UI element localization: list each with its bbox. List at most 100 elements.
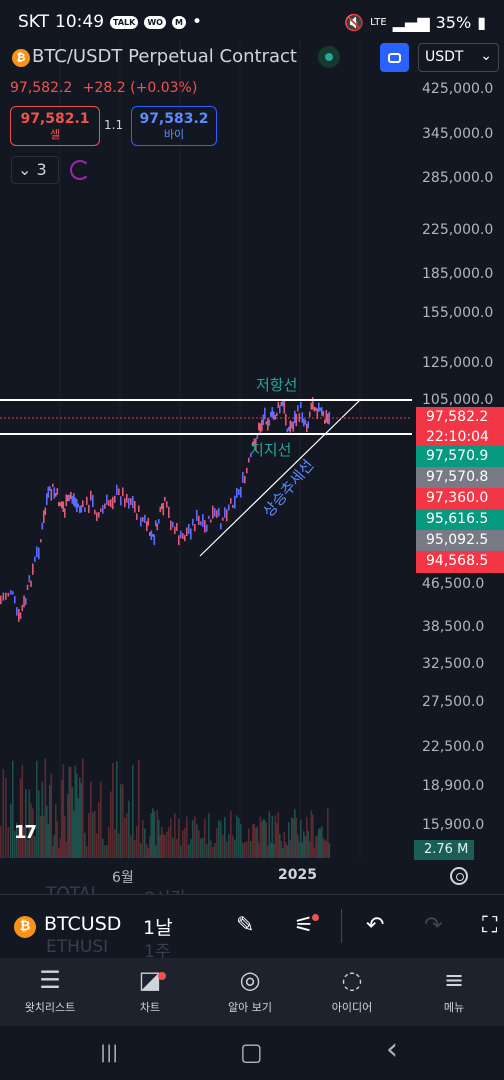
countdown-tag: 22:10:04 [416, 427, 504, 447]
recent-apps-icon[interactable]: ||| [100, 1042, 119, 1063]
market-open-icon[interactable] [318, 46, 340, 68]
currency-select[interactable]: USDT ⌄ [418, 43, 499, 72]
candle [68, 494, 71, 502]
indicators-toggle[interactable]: ⌄ 3 [11, 156, 59, 184]
toolbar-divider [341, 909, 342, 943]
nav-watchlist[interactable]: ☰ 왓치리스트 [0, 966, 100, 1015]
symbol-title[interactable]: BTC/USDT Perpetual Contract [32, 46, 297, 67]
volume-bar [128, 800, 130, 858]
candle [289, 420, 292, 433]
volume-bar [300, 819, 302, 858]
volume-bar [49, 785, 51, 858]
candle [265, 421, 268, 425]
price-axis-label: 32,500.0 [422, 656, 485, 672]
price-axis-label: 38,500.0 [422, 619, 485, 635]
candle [136, 513, 138, 520]
volume-bar [112, 762, 114, 858]
undo-icon[interactable]: ↶ [366, 913, 385, 938]
drawing-tools-icon[interactable]: ✎ [236, 913, 255, 938]
sell-button[interactable]: 97,582.1 셀 [10, 106, 100, 146]
volume-bar [319, 828, 322, 858]
indicator-refresh-icon[interactable] [70, 160, 90, 180]
candle [144, 514, 146, 524]
candle [14, 595, 16, 604]
candle [248, 457, 250, 463]
volume-bar [316, 835, 319, 858]
chart-settings-icon[interactable] [450, 867, 468, 885]
nav-label: 메뉴 [443, 1001, 465, 1014]
home-icon[interactable]: ▢ [240, 1038, 263, 1066]
volume-bar [162, 833, 165, 858]
candle [53, 487, 56, 499]
volume-bar [70, 767, 72, 858]
indicator-settings-icon[interactable]: ⚟ [294, 913, 314, 938]
talk-notification-icon: TALK [110, 15, 139, 29]
candle [138, 505, 140, 512]
nav-chart[interactable]: ◪ 차트 [100, 966, 200, 1015]
volume-bars [0, 758, 331, 858]
candle [259, 423, 262, 433]
volume-bar [280, 840, 283, 858]
volume-bar [138, 760, 140, 858]
candle [90, 490, 92, 501]
symbol-search-button[interactable]: BTCUSD [44, 913, 122, 935]
nav-explore[interactable]: ◎ 알아 보기 [200, 966, 300, 1015]
volume-bar [328, 843, 331, 858]
price-axis-label: 185,000.0 [422, 266, 494, 282]
interval-button[interactable]: 1날 [143, 917, 173, 939]
chart-header: ₿ BTC/USDT Perpetual Contract USDT ⌄ [0, 40, 504, 75]
candle [142, 517, 144, 522]
volume-bar [312, 814, 314, 858]
uptrend-line[interactable] [199, 399, 361, 557]
volume-bar [321, 826, 323, 858]
candle [118, 488, 120, 496]
nav-label: 아이디어 [331, 1001, 373, 1014]
buy-button[interactable]: 97,583.2 바이 [131, 106, 217, 146]
volume-bar [122, 784, 124, 858]
candle [116, 484, 118, 495]
candle [277, 401, 280, 408]
chevron-down-icon: ⌄ [18, 160, 32, 179]
nav-menu[interactable]: ≡ 메뉴 [404, 966, 504, 1015]
ghost-text: 1주 [144, 942, 171, 962]
candle [170, 520, 172, 531]
candle [232, 504, 234, 508]
dot-icon: • [191, 12, 202, 32]
candle [43, 510, 45, 524]
volume-bar [265, 822, 268, 858]
volume-bar [246, 841, 248, 858]
tradingview-logo[interactable]: 17 [14, 822, 37, 843]
fullscreen-icon[interactable]: ⛶ [482, 913, 498, 938]
volume-bar [238, 817, 240, 858]
volume-bar [259, 816, 262, 858]
volume-bar [258, 843, 260, 858]
candle [140, 517, 142, 527]
volume-bar [26, 839, 29, 858]
compass-icon: ◎ [239, 966, 261, 994]
candle [324, 419, 326, 424]
volume-bar [282, 847, 284, 858]
candle [224, 507, 226, 518]
sync-button[interactable] [380, 43, 409, 72]
back-icon[interactable]: ‹ [386, 1032, 398, 1067]
candle [110, 499, 112, 508]
candle [258, 422, 260, 431]
volume-bar [147, 847, 150, 858]
candle [76, 499, 78, 513]
candle [114, 495, 116, 503]
volume-bar [61, 779, 63, 858]
candle [122, 487, 124, 497]
candle [82, 500, 84, 508]
nav-ideas[interactable]: ◌ 아이디어 [302, 966, 402, 1015]
candle [206, 524, 208, 532]
candle [298, 413, 301, 422]
redo-icon[interactable]: ↷ [424, 913, 443, 938]
candle [61, 501, 63, 509]
volume-bar [174, 813, 176, 858]
volume-bar [136, 826, 138, 858]
candle [270, 411, 272, 417]
carrier: SKT [18, 12, 50, 32]
volume-bar [271, 815, 274, 858]
candle [2, 592, 5, 601]
volume-bar [159, 834, 162, 858]
